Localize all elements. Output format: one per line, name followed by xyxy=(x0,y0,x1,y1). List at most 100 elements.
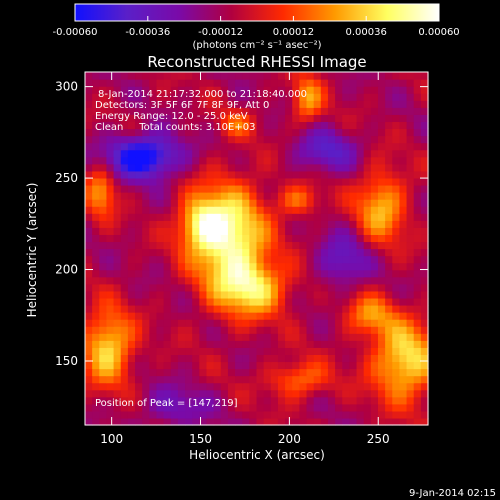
heatmap-cell xyxy=(199,297,208,306)
heatmap-cell xyxy=(177,333,186,341)
heatmap-cell xyxy=(177,72,186,80)
heatmap-cell xyxy=(299,170,308,179)
heatmap-cell xyxy=(406,326,415,334)
heatmap-cell xyxy=(220,220,229,228)
y-tick-label: 200 xyxy=(55,263,78,277)
heatmap-cell xyxy=(249,86,258,94)
heatmap-cell xyxy=(235,199,243,207)
heatmap-cell xyxy=(177,107,186,115)
heatmap-cell xyxy=(356,290,365,299)
heatmap-cell xyxy=(399,290,408,299)
colorbar-tick-label: -0.00060 xyxy=(53,27,98,38)
heatmap-cell xyxy=(163,114,172,123)
heatmap-cell xyxy=(199,184,208,193)
heatmap-cell xyxy=(256,269,265,278)
heatmap-cell xyxy=(313,156,322,165)
heatmap-cell xyxy=(85,184,93,193)
heatmap-cell xyxy=(120,121,129,130)
heatmap-cell xyxy=(292,326,300,334)
heatmap-cell xyxy=(213,396,222,405)
heatmap-cell xyxy=(163,234,172,243)
heatmap-cell xyxy=(149,86,158,94)
heatmap-cell xyxy=(177,184,186,193)
heatmap-cell xyxy=(270,128,279,137)
heatmap-cell xyxy=(185,276,193,285)
heatmap-cell xyxy=(277,199,286,207)
heatmap-cell xyxy=(185,170,193,179)
heatmap-cell xyxy=(99,227,108,235)
heatmap-cell xyxy=(406,114,415,123)
heatmap-cell xyxy=(127,333,136,341)
heatmap-cell xyxy=(385,121,393,130)
heatmap-cell xyxy=(349,213,358,221)
heatmap-cell xyxy=(142,241,150,250)
heatmap-cell xyxy=(256,234,265,243)
heatmap-cell xyxy=(327,389,336,398)
heatmap-cell xyxy=(299,326,308,334)
heatmap-cell xyxy=(342,220,350,228)
heatmap-cell xyxy=(392,382,401,391)
heatmap-cell xyxy=(370,192,379,200)
heatmap-cell xyxy=(277,135,286,144)
heatmap-cell xyxy=(206,107,215,115)
heatmap-cell xyxy=(413,312,422,320)
heatmap-cell xyxy=(385,269,393,278)
heatmap-cell xyxy=(420,142,429,151)
heatmap-cell xyxy=(149,107,158,115)
heatmap-cell xyxy=(392,184,401,193)
heatmap-cell xyxy=(92,396,100,405)
heatmap-cell xyxy=(420,135,429,144)
heatmap-cell xyxy=(142,86,150,94)
heatmap-cell xyxy=(313,220,322,228)
heatmap-cell xyxy=(406,410,415,419)
heatmap-cell xyxy=(85,375,93,384)
heatmap-cell xyxy=(199,234,208,243)
heatmap-cell xyxy=(135,213,143,221)
heatmap-cell xyxy=(213,142,222,151)
heatmap-cell xyxy=(349,312,358,320)
heatmap-cell xyxy=(120,72,129,80)
heatmap-cell xyxy=(99,354,108,363)
heatmap-cell xyxy=(127,192,136,200)
heatmap-cell xyxy=(277,382,286,391)
heatmap-cell xyxy=(163,396,172,405)
heatmap-cell xyxy=(156,199,165,207)
heatmap-cell xyxy=(220,333,229,341)
heatmap-cell xyxy=(392,156,401,165)
heatmap-cell xyxy=(135,347,143,355)
heatmap-cell xyxy=(356,389,365,398)
heatmap-cell xyxy=(385,184,393,193)
heatmap-cell xyxy=(127,128,136,137)
heatmap-cell xyxy=(320,149,329,158)
heatmap-cell xyxy=(242,72,250,80)
heatmap-cell xyxy=(113,269,122,278)
heatmap-cell xyxy=(399,312,408,320)
heatmap-cell xyxy=(156,340,165,348)
heatmap-cell xyxy=(392,276,401,285)
heatmap-cell xyxy=(299,403,308,412)
heatmap-cell xyxy=(320,114,329,123)
heatmap-cell xyxy=(142,382,150,391)
heatmap-cell xyxy=(92,354,100,363)
heatmap-cell xyxy=(163,248,172,257)
heatmap-cell xyxy=(192,403,200,412)
heatmap-cell xyxy=(99,262,108,271)
heatmap-cell xyxy=(92,403,100,412)
heatmap-cell xyxy=(320,361,329,370)
heatmap-cell xyxy=(85,333,93,341)
heatmap-cell xyxy=(227,333,236,341)
heatmap-cell xyxy=(213,163,222,172)
heatmap-cell xyxy=(227,156,236,165)
heatmap-cell xyxy=(185,361,193,370)
heatmap-cell xyxy=(142,248,150,257)
heatmap-cell xyxy=(206,163,215,172)
heatmap-cell xyxy=(220,177,229,186)
heatmap-cell xyxy=(92,206,100,214)
heatmap-cell xyxy=(277,220,286,228)
heatmap-cell xyxy=(356,72,365,80)
heatmap-cell xyxy=(356,234,365,243)
heatmap-cell xyxy=(106,403,115,412)
heatmap-cell xyxy=(249,255,258,264)
heatmap-cell xyxy=(206,375,215,384)
heatmap-cell xyxy=(227,241,236,250)
